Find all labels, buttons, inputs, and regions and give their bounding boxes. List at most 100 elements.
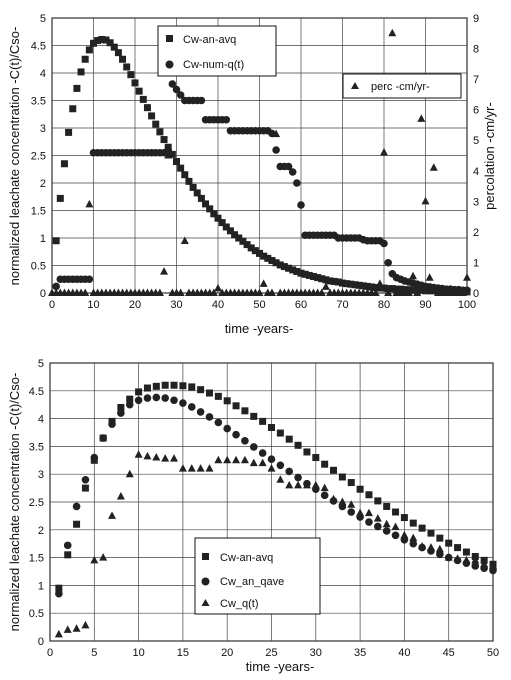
square-point — [64, 551, 72, 559]
x-tick-label: 35 — [354, 647, 366, 659]
square-point — [170, 381, 178, 389]
square-point — [359, 282, 367, 290]
chart-top-legend-main: Cw-an-avq Cw-num-q(t) — [157, 25, 277, 77]
square-point — [293, 268, 301, 276]
triangle-point — [373, 514, 382, 522]
square-point — [55, 584, 63, 592]
square-point — [160, 136, 168, 144]
circle-point — [284, 162, 293, 171]
triangle-point — [232, 455, 241, 464]
square-point — [205, 389, 213, 397]
circle-point — [463, 286, 471, 295]
triangle-point — [391, 522, 400, 531]
triangle-point — [444, 553, 453, 561]
square-point — [436, 534, 444, 542]
square-point — [243, 241, 251, 249]
square-point — [193, 189, 201, 197]
square-point — [110, 43, 118, 51]
circle-point — [187, 403, 196, 411]
square-point — [426, 287, 434, 295]
square-point — [355, 281, 363, 289]
square-point — [218, 219, 226, 227]
square-point — [135, 87, 143, 95]
series-triangle — [54, 450, 497, 638]
square-point — [418, 524, 426, 532]
y-tick-label: 3 — [40, 123, 46, 135]
square-point — [52, 237, 60, 245]
circle-point — [380, 239, 388, 248]
square-point — [388, 285, 396, 293]
square-point — [392, 508, 400, 516]
chart-bottom-xlabel: time -years- — [246, 659, 315, 674]
square-point — [241, 407, 249, 415]
triangle-point — [329, 494, 338, 503]
triangle-point — [321, 282, 330, 290]
square-point — [343, 280, 351, 288]
square-point — [197, 386, 205, 394]
square-point — [259, 417, 267, 425]
circle-point — [55, 589, 63, 598]
square-point — [181, 171, 189, 179]
triangle-point — [311, 480, 320, 489]
square-point — [268, 423, 275, 431]
y2-tick-label: 0 — [473, 288, 479, 300]
triangle-point — [425, 273, 434, 281]
triangle-point — [413, 288, 422, 296]
x-tick-label: 15 — [177, 647, 189, 659]
triangle-point — [364, 508, 373, 517]
x-tick-label: 10 — [132, 647, 144, 659]
square-point — [139, 95, 147, 103]
circle-point — [170, 396, 178, 405]
legend-marker-circle — [165, 60, 174, 69]
triangle-point — [267, 464, 276, 472]
square-point — [368, 283, 376, 291]
circle-point — [285, 467, 294, 476]
square-point — [339, 279, 346, 287]
chart-bottom-grid — [49, 362, 494, 642]
x-tick-label: 50 — [487, 647, 499, 659]
square-point — [334, 278, 342, 286]
circle-point — [172, 85, 181, 94]
triangle-point — [404, 288, 413, 296]
y-tick-label: 0.5 — [29, 608, 44, 620]
x-tick-label: 40 — [398, 647, 410, 659]
square-point — [202, 200, 210, 208]
square-point — [409, 519, 417, 527]
y2-tick-label: 2 — [473, 227, 479, 239]
chart-bottom-legend: Cw-an-avq Cw_an_qave Cw_q(t) — [194, 537, 321, 615]
legend-label-cw-an-qave: Cw_an_qave — [220, 576, 284, 588]
circle-point — [223, 424, 231, 433]
square-point — [214, 392, 222, 400]
square-point — [260, 252, 268, 260]
square-point — [73, 84, 81, 92]
square-point — [256, 249, 263, 257]
triangle-point — [489, 561, 497, 569]
circle-point — [179, 399, 187, 407]
legend-label-cw-num-qt: Cw-num-q(t) — [183, 59, 244, 71]
circle-point — [152, 393, 161, 402]
triangle-point — [421, 196, 430, 205]
square-point — [462, 548, 470, 556]
x-tick-label: 0 — [47, 647, 53, 659]
circle-point — [320, 491, 329, 500]
square-point — [322, 276, 330, 284]
square-point — [374, 497, 382, 505]
circle-point — [108, 420, 116, 428]
y-tick-label: 2 — [40, 178, 46, 190]
triangle-point — [384, 288, 393, 296]
triangle-point — [160, 267, 169, 275]
x-tick-label: 40 — [212, 299, 224, 311]
circle-point — [117, 409, 125, 417]
square-point — [177, 164, 185, 172]
square-point — [85, 46, 93, 54]
triangle-point — [240, 455, 249, 464]
triangle-point — [90, 555, 99, 564]
square-point — [312, 454, 320, 462]
chart-bottom-x-ticks: 0 5 10 15 20 25 30 35 40 45 50 — [47, 647, 499, 659]
square-point — [185, 177, 193, 185]
triangle-point — [180, 236, 189, 245]
circle-point — [205, 413, 214, 421]
chart-top-ylabel: normalized leachate concentration -C(t)/… — [7, 27, 22, 286]
circle-point — [90, 453, 99, 462]
